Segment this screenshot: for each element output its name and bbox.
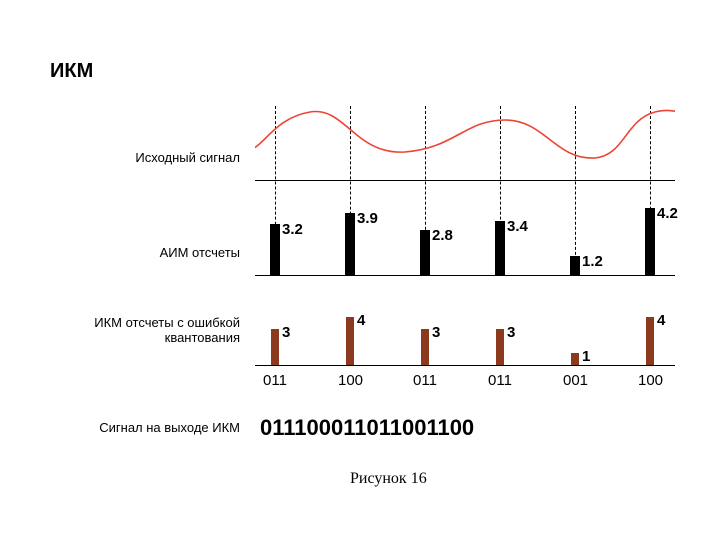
analog-signal-curve (255, 100, 675, 180)
row2-label: АИМ отсчеты (40, 245, 240, 260)
ikm-bar (646, 317, 654, 365)
aim-bar-label: 3.9 (357, 210, 378, 227)
ikm-code: 100 (338, 372, 363, 389)
ikm-bar-label: 1 (582, 348, 590, 365)
aim-bar (495, 221, 505, 275)
ikm-bar (271, 329, 279, 365)
aim-bar (645, 208, 655, 275)
ikm-bar (496, 329, 504, 365)
output-bitstream: 011100011011001100 (260, 415, 474, 441)
aim-bar-label: 3.4 (507, 218, 528, 235)
aim-bar-label: 3.2 (282, 221, 303, 238)
ikm-bar-label: 4 (357, 312, 365, 329)
ikm-bar-label: 3 (282, 324, 290, 341)
ikm-bar (421, 329, 429, 365)
row3-label: ИКМ отсчеты с ошибкой квантования (40, 315, 240, 345)
page-title: ИКМ (50, 60, 93, 83)
ikm-code: 011 (413, 372, 437, 389)
aim-bar (420, 230, 430, 275)
aim-bar-label: 1.2 (582, 253, 603, 270)
ikm-code: 001 (563, 372, 588, 389)
aim-bar-label: 4.2 (657, 205, 678, 222)
ikm-bar-label: 4 (657, 312, 665, 329)
ikm-code: 100 (638, 372, 663, 389)
ikm-code: 011 (488, 372, 512, 389)
chart-area: 3.2 3.9 2.8 3.4 1.2 4.2 3 011 4 100 3 011 3 011 1 001 4 1… (255, 100, 675, 450)
aim-bar (570, 256, 580, 275)
aim-bar (345, 213, 355, 275)
ikm-bar (571, 353, 579, 365)
ikm-code: 011 (263, 372, 287, 389)
ikm-bar (346, 317, 354, 365)
aim-baseline (255, 275, 675, 276)
figure-caption: Рисунок 16 (350, 470, 427, 488)
row4-label: Сигнал на выходе ИКМ (40, 420, 240, 435)
ikm-bar-label: 3 (432, 324, 440, 341)
aim-bar-label: 2.8 (432, 227, 453, 244)
analog-baseline (255, 180, 675, 181)
aim-bar (270, 224, 280, 275)
ikm-baseline (255, 365, 675, 366)
row1-label: Исходный сигнал (40, 150, 240, 165)
ikm-bar-label: 3 (507, 324, 515, 341)
